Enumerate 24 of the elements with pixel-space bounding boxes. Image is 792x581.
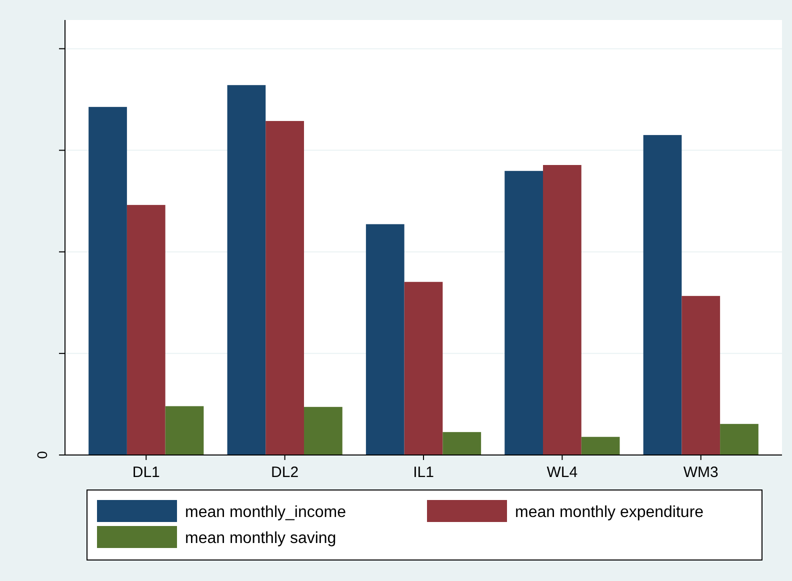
bar: [404, 282, 443, 455]
bar: [227, 85, 266, 455]
x-tick-label: WM3: [683, 464, 718, 481]
x-tick-label: WL4: [546, 464, 578, 481]
text: 0: [34, 450, 50, 459]
bar: [88, 106, 127, 455]
legend-label: mean monthly_income: [185, 504, 346, 521]
bar: [266, 120, 304, 455]
bar: [165, 406, 204, 455]
bar: [504, 170, 543, 455]
bar: [720, 424, 758, 455]
bar: [366, 224, 404, 455]
bar: [442, 432, 482, 455]
x-tick-label: IL1: [413, 464, 434, 481]
x-tick-label: DL2: [271, 464, 299, 481]
x-tick-label: DL1: [132, 464, 160, 481]
bar: [304, 406, 342, 455]
bar: [126, 204, 166, 455]
legend-label: mean monthly saving: [185, 530, 336, 547]
legend-label: mean monthly expenditure: [515, 504, 704, 521]
bar: [643, 135, 682, 455]
bar: [682, 296, 720, 455]
bar: [543, 165, 582, 455]
bar: [581, 436, 620, 455]
